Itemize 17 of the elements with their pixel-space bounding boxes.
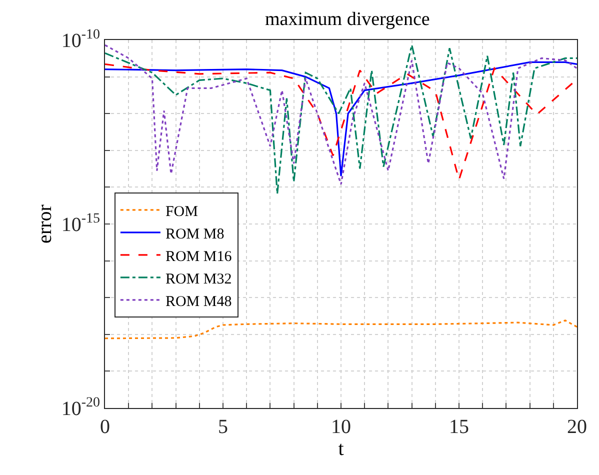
legend-label: ROM M16: [165, 248, 232, 265]
x-tick-label: 5: [218, 416, 228, 438]
y-tick-label: 10$^{-20}$: [61, 396, 100, 420]
y-tick-label: 10$^{-10}$: [61, 28, 100, 52]
y-tick-label: 10$^{-15}$: [61, 212, 100, 236]
x-tick-label: 15: [449, 416, 469, 438]
x-axis-title: t: [338, 438, 344, 460]
x-tick-label: 10: [331, 416, 351, 438]
x-tick-label: 20: [567, 416, 587, 438]
line-series: [105, 320, 577, 340]
y-axis-title: error: [34, 204, 56, 244]
legend-label: ROM M32: [165, 271, 232, 288]
x-tick-label: 0: [100, 416, 110, 438]
legend-label: ROM M8: [165, 226, 224, 242]
legend-label: ROM M48: [165, 294, 232, 310]
chart-title: maximum divergence: [265, 9, 430, 30]
legend-label: FOM: [165, 204, 198, 220]
